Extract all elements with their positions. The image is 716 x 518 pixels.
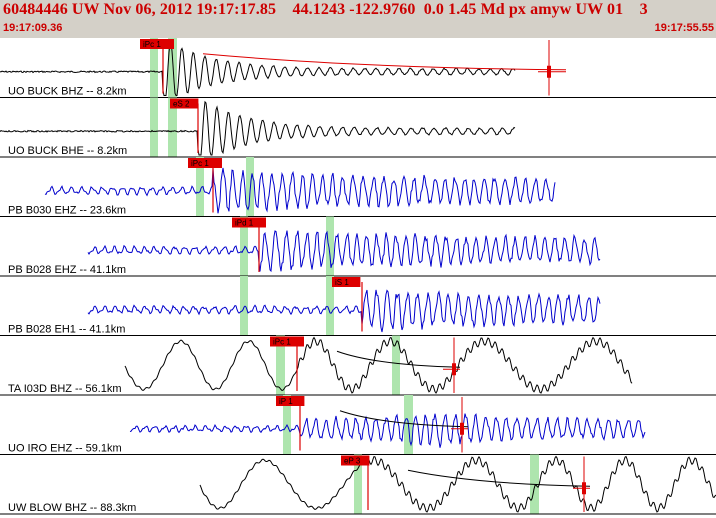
phase-pick-label: eP 3 xyxy=(344,457,361,466)
start-time: 19:17:09.36 xyxy=(3,22,62,34)
trace-panel-1[interactable]: iPc 1 UO BUCK BHZ -- 8.2km xyxy=(0,38,716,98)
trace-panel-5[interactable]: iS 1 PB B028 EH1 -- 41.1km xyxy=(0,276,716,336)
trace-panel-4[interactable]: iPd 1 PB B028 EHZ -- 41.1km xyxy=(0,217,716,277)
analysis-window xyxy=(240,276,248,336)
phase-pick-label: iPc 1 xyxy=(143,40,161,49)
waveform-trace xyxy=(88,231,600,272)
station-label: UW BLOW BHZ -- 88.3km xyxy=(8,502,136,514)
phase-pick-label: iS 1 xyxy=(335,278,349,287)
analysis-window xyxy=(326,217,334,277)
event-title: 60484446 UW Nov 06, 2012 19:17:17.85 44.… xyxy=(3,1,648,19)
trace-panel-2[interactable]: eS 2 UO BUCK BHE -- 8.2km xyxy=(0,98,716,158)
phase-pick-label: eS 2 xyxy=(173,100,190,109)
phase-pick-label: iPd 1 xyxy=(235,219,254,228)
station-label: PB B028 EHZ -- 41.1km xyxy=(8,264,126,276)
station-label: UO BUCK BHE -- 8.2km xyxy=(8,145,127,157)
station-label: TA I03D BHZ -- 56.1km xyxy=(8,383,122,395)
waveform-trace xyxy=(130,414,645,448)
waveform-trace xyxy=(88,290,600,332)
trace-panel-8[interactable]: eP 3 UW BLOW BHZ -- 88.3km xyxy=(0,455,716,515)
waveform-trace xyxy=(200,457,716,513)
analysis-window xyxy=(150,98,158,158)
trace-panel-6[interactable]: iPc 1 TA I03D BHZ -- 56.1km xyxy=(0,336,716,396)
end-time: 19:17:55.55 xyxy=(655,22,714,34)
coda-fit-line xyxy=(203,54,566,70)
waveform-trace xyxy=(125,338,632,394)
event-header: 60484446 UW Nov 06, 2012 19:17:17.85 44.… xyxy=(0,0,716,38)
seismogram-panel[interactable]: iPc 1 UO BUCK BHZ -- 8.2km eS 2 UO BUCK BHE… xyxy=(0,38,716,518)
station-label: UO IRO EHZ -- 59.1km xyxy=(8,443,122,455)
station-label: PB B028 EH1 -- 41.1km xyxy=(8,324,125,336)
trace-panel-3[interactable]: iPc 1 PB B030 EHZ -- 23.6km xyxy=(0,157,716,217)
phase-pick-label: iPc 1 xyxy=(191,159,209,168)
phase-pick-label: iP 1 xyxy=(279,397,293,406)
trace-panel-7[interactable]: iP 1 UO IRO EHZ -- 59.1km xyxy=(0,395,716,455)
station-label: PB B030 EHZ -- 23.6km xyxy=(8,205,126,217)
phase-pick-label: iPc 1 xyxy=(273,338,291,347)
station-label: UO BUCK BHZ -- 8.2km xyxy=(8,86,127,98)
